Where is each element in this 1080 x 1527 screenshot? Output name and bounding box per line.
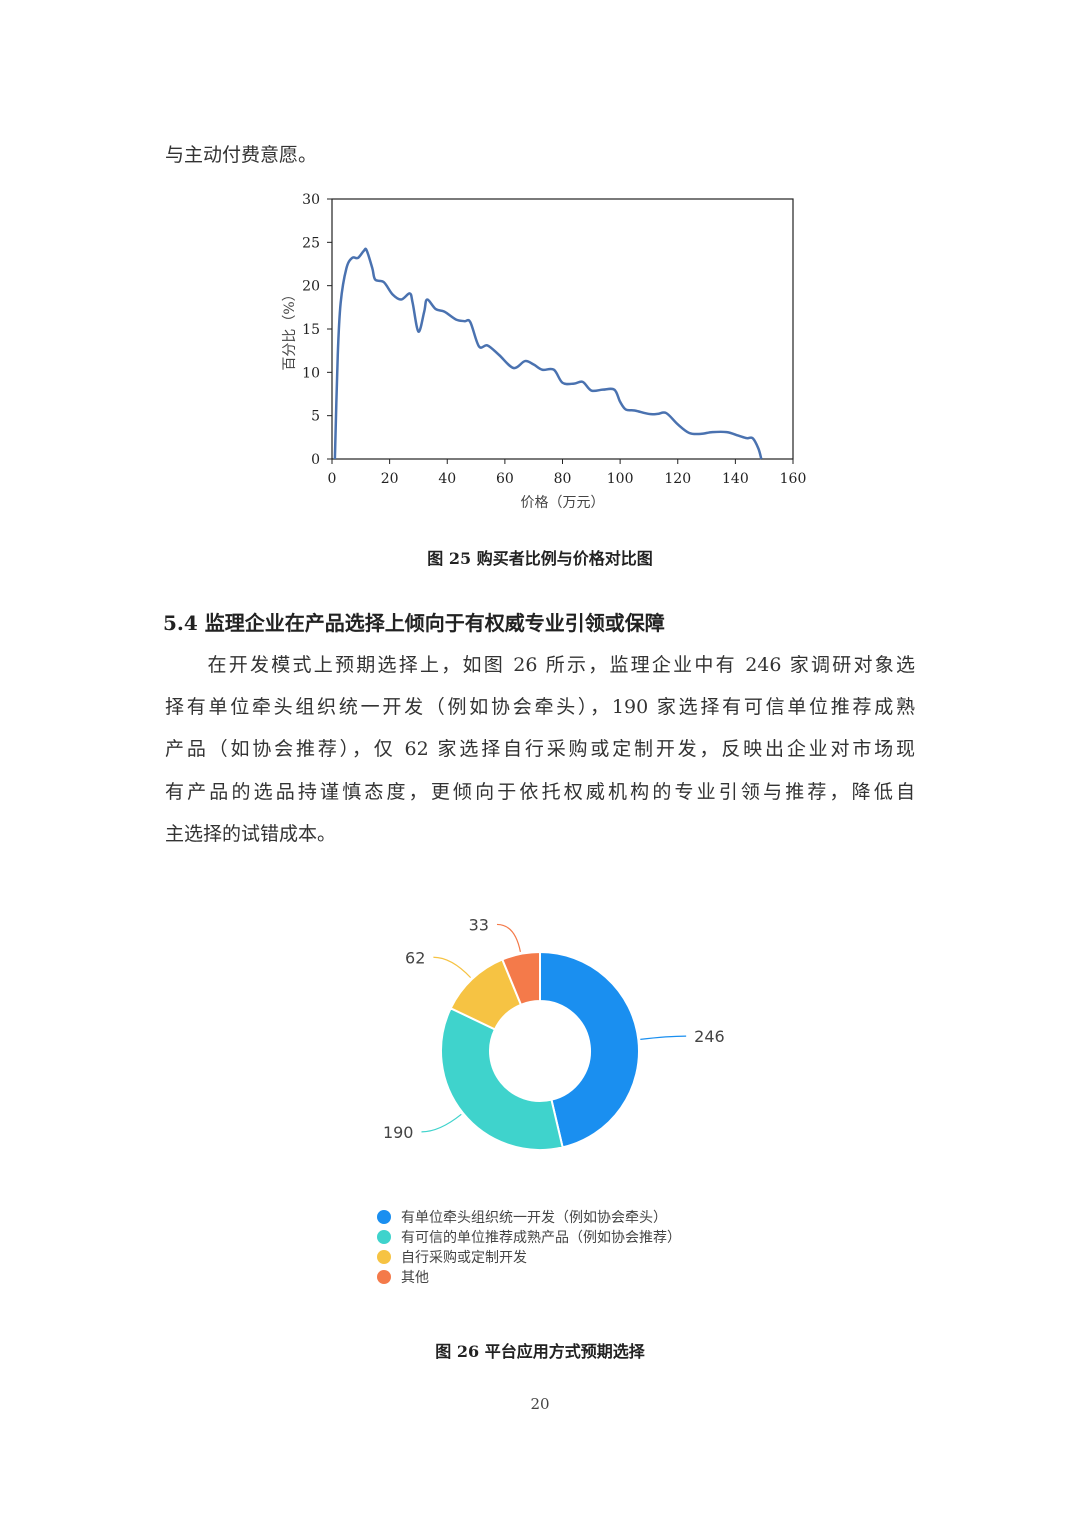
x-tick-label: 60	[496, 471, 514, 487]
paragraph-line: 主选择的试错成本。	[165, 823, 337, 845]
paragraph-line: 产品（如协会推荐），仅 62 家选择自行采购或定制开发，反映出企业对市场现	[165, 738, 915, 760]
slice-value-label: 246	[694, 1027, 725, 1046]
y-tick-label: 15	[302, 322, 320, 338]
x-axis-label: 价格（万元）	[521, 495, 605, 511]
section-heading: 5.4 监理企业在产品选择上倾向于有权威专业引领或保障	[163, 611, 665, 635]
label-leader-line	[640, 1035, 687, 1040]
legend-label: 其他	[401, 1270, 429, 1286]
plot-frame	[331, 198, 794, 460]
x-tick-label: 100	[607, 471, 634, 487]
slice-value-label: 62	[405, 948, 425, 967]
y-axis-label: 百分比（%）	[282, 287, 298, 370]
x-tick-label: 120	[664, 471, 691, 487]
label-leader-line	[433, 956, 472, 979]
donut-legend: 有单位牵头组织统一开发（例如协会牵头） 有可信的单位推荐成熟产品（例如协会推荐）…	[377, 1207, 681, 1287]
legend-item: 自行采购或定制开发	[377, 1247, 681, 1267]
legend-label: 自行采购或定制开发	[401, 1250, 527, 1266]
y-tick-label: 20	[302, 279, 320, 295]
x-tick-label: 0	[328, 471, 337, 487]
donut-slice	[501, 950, 541, 1007]
legend-label: 有单位牵头组织统一开发（例如协会牵头）	[401, 1210, 667, 1226]
label-leader-line	[496, 923, 521, 953]
page-number: 20	[530, 1395, 550, 1413]
y-tick-label: 0	[311, 452, 320, 468]
legend-item: 有单位牵头组织统一开发（例如协会牵头）	[377, 1207, 681, 1227]
donut-slice	[440, 1006, 564, 1151]
x-tick-label: 140	[722, 471, 749, 487]
x-tick-label: 80	[554, 471, 572, 487]
figure-26-caption: 图 26 平台应用方式预期选择	[435, 1342, 645, 1361]
slice-value-label: 33	[469, 915, 489, 934]
price-ratio-line-chart: 0 20 40 60 80 100 120 140 160 0 5 10 15 20 25 30 价格（万元） 百…	[282, 192, 807, 511]
donut-slice	[539, 950, 641, 1149]
donut-slice	[449, 958, 523, 1031]
paragraph-line: 有产品的选品持谨慎态度，更倾向于依托权威机构的专业引领与推荐，降低自	[165, 781, 915, 803]
intro-tail-text: 与主动付费意愿。	[165, 144, 318, 166]
label-leader-line	[421, 1113, 462, 1133]
legend-dot-icon	[377, 1250, 391, 1264]
legend-label: 有可信的单位推荐成熟产品（例如协会推荐）	[401, 1230, 681, 1246]
paragraph-line: 择有单位牵头组织统一开发（例如协会牵头），190 家选择有可信单位推荐成熟	[165, 696, 915, 718]
y-tick-label: 30	[302, 192, 320, 208]
y-tick-label: 10	[302, 365, 320, 381]
paragraph-line: 在开发模式上预期选择上，如图 26 所示，监理企业中有 246 家调研对象选	[165, 654, 915, 676]
slice-value-label: 190	[383, 1123, 414, 1142]
legend-dot-icon	[377, 1270, 391, 1284]
x-tick-label: 40	[438, 471, 456, 487]
x-tick-label: 20	[381, 471, 399, 487]
y-tick-label: 5	[311, 409, 320, 425]
y-tick-label: 25	[302, 235, 320, 251]
legend-item: 有可信的单位推荐成熟产品（例如协会推荐）	[377, 1227, 681, 1247]
figure-25-caption: 图 25 购买者比例与价格对比图	[427, 549, 653, 568]
legend-dot-icon	[377, 1230, 391, 1244]
legend-item: 其他	[377, 1267, 681, 1287]
legend-dot-icon	[377, 1210, 391, 1224]
series-line	[333, 247, 763, 460]
x-tick-label: 160	[780, 471, 807, 487]
